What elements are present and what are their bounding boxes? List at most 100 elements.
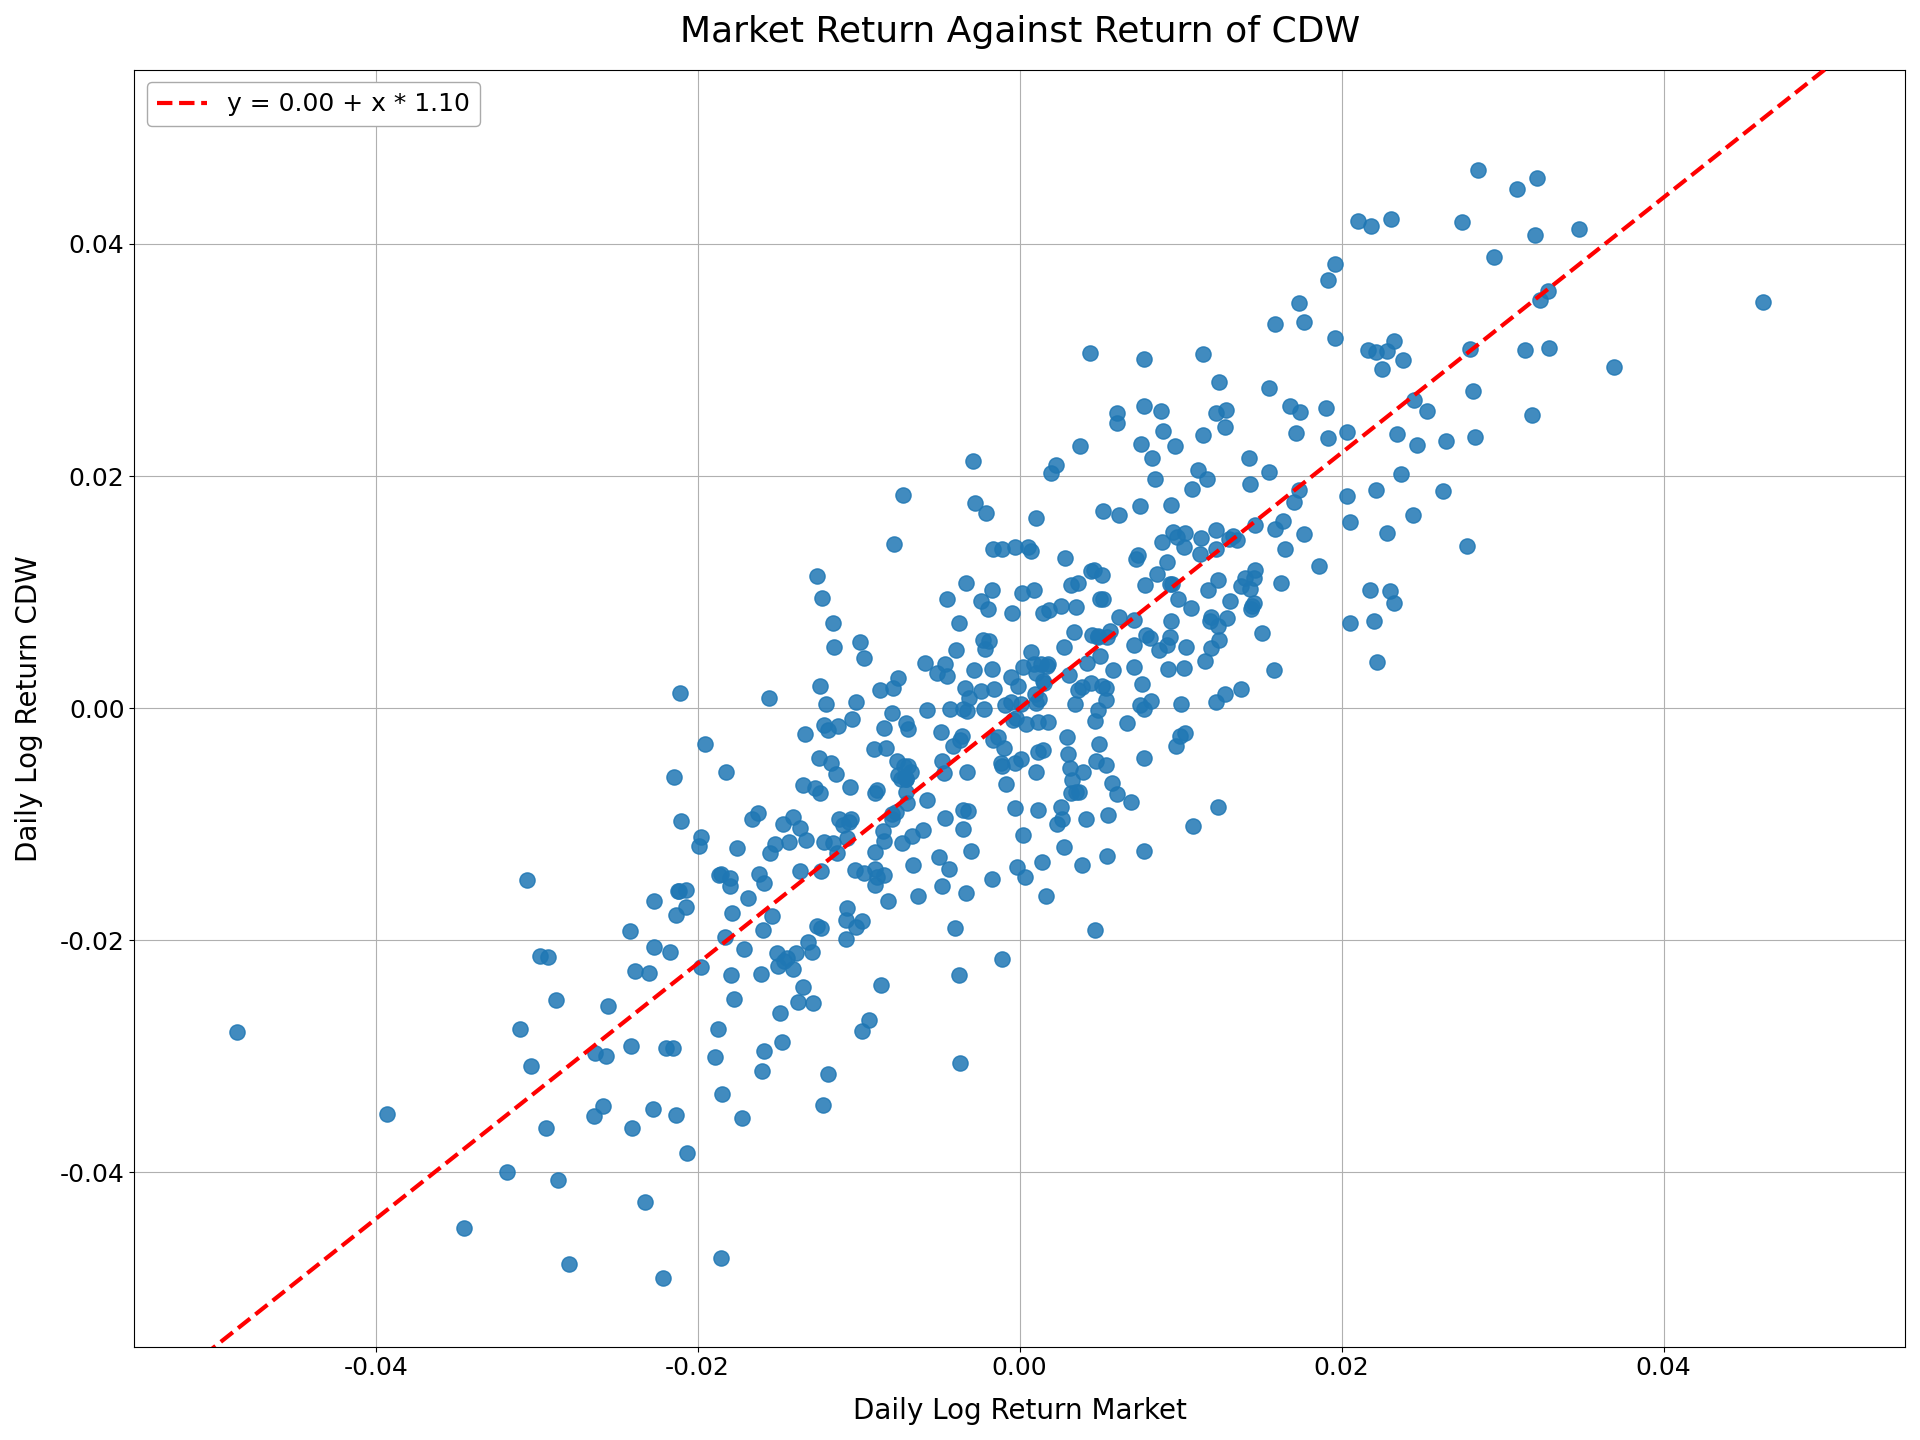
Point [808, 714, 839, 737]
Point [655, 940, 685, 963]
Point [876, 701, 906, 724]
Point [977, 867, 1008, 890]
Point [660, 1103, 691, 1126]
Point [670, 878, 701, 901]
Point [534, 945, 564, 968]
Point [1357, 609, 1388, 632]
Point [591, 1044, 622, 1067]
Point [935, 697, 966, 720]
Point [929, 652, 960, 675]
Point [973, 629, 1004, 652]
Point [1165, 693, 1196, 716]
Point [950, 700, 981, 723]
Point [939, 916, 970, 939]
Point [1200, 691, 1231, 714]
Point [541, 1168, 572, 1191]
Point [966, 589, 996, 612]
Point [1068, 675, 1098, 698]
Point [1212, 606, 1242, 629]
Point [924, 845, 954, 868]
Point [785, 816, 816, 840]
Point [1148, 419, 1179, 442]
Point [860, 782, 891, 805]
Point [505, 1017, 536, 1040]
Point [970, 697, 1000, 720]
Point [945, 963, 975, 986]
Point [931, 588, 962, 611]
Point [1361, 651, 1392, 674]
Point [639, 890, 670, 913]
Point [1388, 348, 1419, 372]
Point [987, 755, 1018, 778]
Point [1217, 524, 1248, 547]
Point [1037, 461, 1068, 484]
Point [1156, 492, 1187, 516]
Point [1033, 710, 1064, 733]
Point [1131, 624, 1162, 647]
Point [977, 539, 1008, 562]
Point [710, 760, 741, 783]
Point [1092, 845, 1123, 868]
Point [755, 842, 785, 865]
Point [1021, 760, 1052, 783]
Point [989, 737, 1020, 760]
Point [1171, 635, 1202, 658]
Point [1104, 504, 1135, 527]
Point [831, 827, 862, 850]
Point [1125, 694, 1156, 717]
Point [941, 639, 972, 662]
Point [1033, 652, 1064, 675]
Point [1169, 521, 1200, 544]
Point [1202, 796, 1233, 819]
Point [950, 881, 981, 904]
Point [1033, 599, 1064, 622]
Point [837, 707, 868, 730]
Point [966, 680, 996, 703]
Point [1060, 595, 1091, 618]
Point [639, 935, 670, 958]
Point [1085, 588, 1116, 611]
Point [1142, 563, 1173, 586]
Point [684, 834, 714, 857]
Point [1210, 416, 1240, 439]
Point [1127, 672, 1158, 696]
Point [1160, 435, 1190, 458]
Point [948, 798, 979, 821]
Point [889, 755, 920, 778]
Point [1068, 760, 1098, 783]
Point [879, 801, 910, 824]
Point [714, 867, 745, 890]
Point [1008, 824, 1039, 847]
Point [849, 647, 879, 670]
Point [662, 880, 693, 903]
Point [801, 564, 831, 588]
Point [578, 1104, 609, 1128]
Point [707, 1083, 737, 1106]
Point [1060, 693, 1091, 716]
Point [831, 909, 862, 932]
Point [787, 773, 818, 796]
Point [1091, 688, 1121, 711]
Point [1104, 605, 1135, 628]
Point [899, 854, 929, 877]
Point [1020, 683, 1050, 706]
Point [1190, 649, 1221, 672]
Point [1050, 547, 1081, 570]
Point [1279, 491, 1309, 514]
Point [1075, 671, 1106, 694]
Point [449, 1217, 480, 1240]
Point [1517, 403, 1548, 426]
Point [1188, 423, 1219, 446]
Point [996, 665, 1027, 688]
Point [828, 814, 858, 837]
Point [1169, 657, 1200, 680]
Point [616, 1035, 647, 1058]
Point [660, 903, 691, 926]
Point [822, 763, 852, 786]
Point [743, 802, 774, 825]
Point [1116, 791, 1146, 814]
Point [705, 1247, 735, 1270]
Point [977, 729, 1008, 752]
Point [1054, 756, 1085, 779]
Point [1661, 29, 1692, 52]
